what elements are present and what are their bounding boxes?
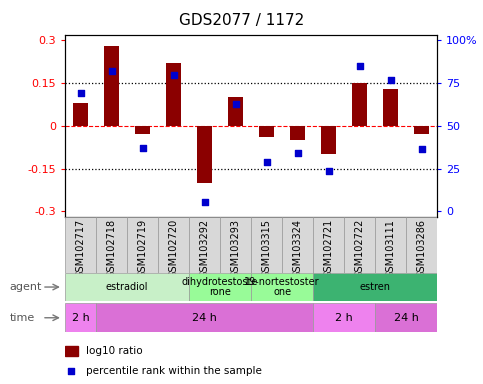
- Bar: [96, 303, 313, 332]
- Point: [232, 101, 240, 107]
- Bar: [220, 217, 251, 273]
- Text: GSM102718: GSM102718: [107, 218, 117, 278]
- Bar: [73, 103, 88, 126]
- Text: GSM102720: GSM102720: [169, 218, 179, 278]
- Point: [325, 168, 332, 174]
- Text: 2 h: 2 h: [72, 313, 89, 323]
- Bar: [251, 217, 282, 273]
- Text: GSM102719: GSM102719: [138, 218, 148, 278]
- Point: [263, 159, 270, 166]
- Text: 2 h: 2 h: [335, 313, 353, 323]
- Point: [170, 72, 178, 78]
- Bar: [228, 97, 243, 126]
- Point: [387, 77, 395, 83]
- Bar: [313, 273, 437, 301]
- Bar: [65, 303, 96, 332]
- Point: [108, 68, 115, 74]
- Bar: [282, 217, 313, 273]
- Point: [294, 150, 301, 156]
- Bar: [352, 83, 368, 126]
- Bar: [321, 126, 336, 154]
- Text: percentile rank within the sample: percentile rank within the sample: [85, 366, 261, 376]
- Bar: [65, 273, 189, 301]
- Point: [67, 367, 75, 374]
- Bar: [251, 273, 313, 301]
- Text: agent: agent: [10, 282, 42, 292]
- Text: GSM102721: GSM102721: [324, 218, 334, 278]
- Point: [139, 145, 146, 151]
- Bar: [65, 346, 78, 356]
- Bar: [65, 217, 96, 273]
- Bar: [96, 217, 127, 273]
- Bar: [127, 217, 158, 273]
- Bar: [189, 273, 251, 301]
- Point: [77, 90, 85, 96]
- Point: [418, 146, 426, 152]
- Bar: [166, 63, 182, 126]
- Text: GDS2077 / 1172: GDS2077 / 1172: [179, 13, 304, 28]
- Bar: [189, 217, 220, 273]
- Text: GSM103286: GSM103286: [417, 218, 426, 278]
- Text: estradiol: estradiol: [106, 282, 148, 292]
- Text: log10 ratio: log10 ratio: [85, 346, 142, 356]
- Bar: [313, 217, 344, 273]
- Bar: [104, 46, 119, 126]
- Bar: [290, 126, 305, 140]
- Text: 19-nortestoster
one: 19-nortestoster one: [244, 276, 320, 298]
- Text: GSM102717: GSM102717: [76, 218, 85, 278]
- Bar: [375, 303, 437, 332]
- Text: GSM103324: GSM103324: [293, 218, 303, 278]
- Text: GSM103293: GSM103293: [231, 218, 241, 278]
- Text: GSM103315: GSM103315: [262, 218, 271, 278]
- Text: GSM103292: GSM103292: [199, 218, 210, 278]
- Bar: [406, 217, 437, 273]
- Text: estren: estren: [360, 282, 391, 292]
- Text: 24 h: 24 h: [192, 313, 217, 323]
- Point: [356, 63, 364, 69]
- Bar: [375, 217, 406, 273]
- Bar: [313, 303, 375, 332]
- Text: dihydrotestoste
rone: dihydrotestoste rone: [182, 276, 258, 298]
- Point: [201, 199, 209, 205]
- Bar: [135, 126, 150, 134]
- Bar: [259, 126, 274, 137]
- Bar: [414, 126, 429, 134]
- Bar: [158, 217, 189, 273]
- Text: time: time: [10, 313, 35, 323]
- Bar: [344, 217, 375, 273]
- Bar: [197, 126, 213, 183]
- Text: GSM103111: GSM103111: [385, 218, 396, 278]
- Text: 24 h: 24 h: [394, 313, 419, 323]
- Bar: [383, 89, 398, 126]
- Text: GSM102722: GSM102722: [355, 218, 365, 278]
